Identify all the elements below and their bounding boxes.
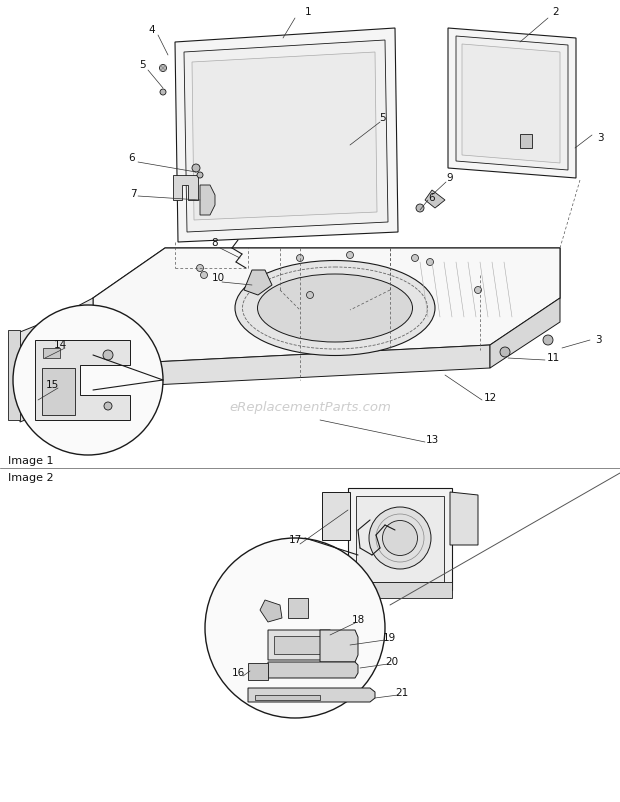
- Circle shape: [197, 172, 203, 178]
- Text: 5: 5: [379, 113, 386, 123]
- Polygon shape: [268, 662, 358, 678]
- Text: 12: 12: [484, 393, 497, 403]
- Polygon shape: [192, 52, 377, 220]
- Text: 11: 11: [546, 353, 560, 363]
- Circle shape: [474, 286, 482, 294]
- Polygon shape: [260, 600, 282, 622]
- Text: 18: 18: [352, 615, 365, 625]
- Ellipse shape: [369, 507, 431, 569]
- Circle shape: [412, 254, 418, 261]
- Circle shape: [427, 258, 433, 265]
- Polygon shape: [93, 248, 560, 378]
- Polygon shape: [8, 330, 20, 420]
- Polygon shape: [456, 36, 568, 170]
- Text: 15: 15: [45, 380, 59, 390]
- Polygon shape: [55, 298, 93, 408]
- Ellipse shape: [257, 274, 412, 342]
- Text: 16: 16: [231, 668, 245, 678]
- Text: 13: 13: [425, 435, 438, 445]
- Polygon shape: [462, 44, 560, 163]
- Polygon shape: [43, 348, 60, 358]
- Circle shape: [159, 64, 167, 71]
- Text: eReplacementParts.com: eReplacementParts.com: [229, 402, 391, 415]
- Polygon shape: [248, 688, 375, 702]
- Text: 2: 2: [552, 7, 559, 17]
- Polygon shape: [288, 598, 308, 618]
- Text: 4: 4: [149, 25, 156, 35]
- Polygon shape: [450, 492, 478, 545]
- Ellipse shape: [235, 261, 435, 355]
- Text: 19: 19: [383, 633, 396, 643]
- Polygon shape: [448, 28, 576, 178]
- Circle shape: [416, 204, 424, 212]
- Text: Image 1: Image 1: [8, 456, 53, 466]
- Circle shape: [103, 350, 113, 360]
- Text: Image 2: Image 2: [8, 473, 53, 483]
- Polygon shape: [200, 185, 215, 215]
- Polygon shape: [175, 28, 398, 242]
- Polygon shape: [320, 630, 358, 662]
- Text: 20: 20: [386, 657, 399, 667]
- Circle shape: [205, 538, 385, 718]
- Text: 14: 14: [53, 340, 66, 350]
- Text: 6: 6: [428, 193, 435, 203]
- Polygon shape: [35, 340, 130, 420]
- Text: 3: 3: [595, 335, 601, 345]
- Circle shape: [306, 291, 314, 298]
- Text: 10: 10: [211, 273, 224, 283]
- Text: 5: 5: [140, 60, 146, 70]
- Circle shape: [543, 335, 553, 345]
- Polygon shape: [93, 248, 560, 365]
- Circle shape: [192, 164, 200, 172]
- Text: 6: 6: [129, 153, 135, 163]
- Polygon shape: [42, 368, 75, 415]
- Text: 3: 3: [596, 133, 603, 143]
- Circle shape: [296, 254, 304, 261]
- Circle shape: [200, 272, 208, 278]
- Polygon shape: [274, 636, 325, 654]
- Text: 21: 21: [396, 688, 409, 698]
- Text: 17: 17: [288, 535, 301, 545]
- Polygon shape: [348, 488, 452, 590]
- Circle shape: [197, 265, 203, 272]
- Polygon shape: [173, 175, 198, 200]
- Circle shape: [104, 402, 112, 410]
- Circle shape: [347, 252, 353, 258]
- Circle shape: [13, 305, 163, 455]
- Polygon shape: [184, 40, 388, 232]
- Circle shape: [432, 198, 440, 206]
- Polygon shape: [244, 270, 272, 295]
- Polygon shape: [20, 318, 55, 422]
- Text: 1: 1: [304, 7, 311, 17]
- Polygon shape: [490, 298, 560, 368]
- Polygon shape: [255, 695, 320, 700]
- Text: 8: 8: [211, 238, 218, 248]
- Text: 7: 7: [130, 189, 136, 199]
- Polygon shape: [520, 134, 532, 148]
- Circle shape: [500, 347, 510, 357]
- Polygon shape: [348, 582, 452, 598]
- Polygon shape: [425, 190, 445, 208]
- Polygon shape: [248, 663, 268, 680]
- Polygon shape: [356, 496, 444, 582]
- Ellipse shape: [383, 520, 417, 556]
- Polygon shape: [93, 345, 490, 388]
- Polygon shape: [322, 492, 350, 540]
- Polygon shape: [268, 630, 335, 660]
- Text: 9: 9: [446, 173, 453, 183]
- Circle shape: [160, 89, 166, 95]
